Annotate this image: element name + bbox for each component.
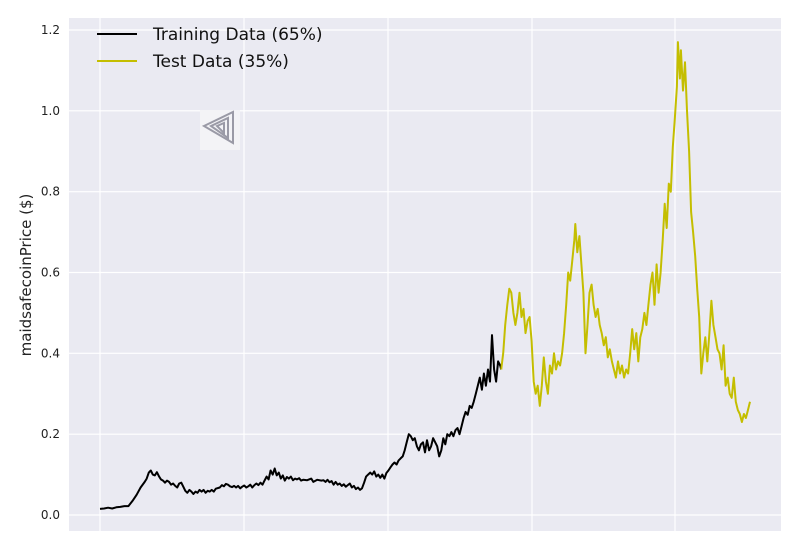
series-line-training xyxy=(99,334,503,510)
legend: Training Data (65%) Test Data (35%) xyxy=(97,25,323,72)
y-tick-label: 0.6 xyxy=(41,266,60,280)
y-tick-labels: 0.0 0.2 0.4 0.6 0.8 1.0 1.2 xyxy=(41,23,60,522)
series-group xyxy=(99,41,751,510)
y-axis-title: maidsafecoinPrice ($) xyxy=(17,194,35,357)
y-tick-label: 0.2 xyxy=(41,427,60,441)
y-tick-label: 0.0 xyxy=(41,508,60,522)
y-tick-label: 0.4 xyxy=(41,346,60,360)
y-tick-label: 1.2 xyxy=(41,23,60,37)
y-tick-label: 1.0 xyxy=(41,104,60,118)
series-line-test xyxy=(500,41,751,423)
legend-label-test: Test Data (35%) xyxy=(152,52,289,72)
watermark-logo xyxy=(200,110,240,150)
legend-label-training: Training Data (65%) xyxy=(152,25,323,45)
plot-area xyxy=(69,18,781,531)
y-tick-label: 0.8 xyxy=(41,185,60,199)
